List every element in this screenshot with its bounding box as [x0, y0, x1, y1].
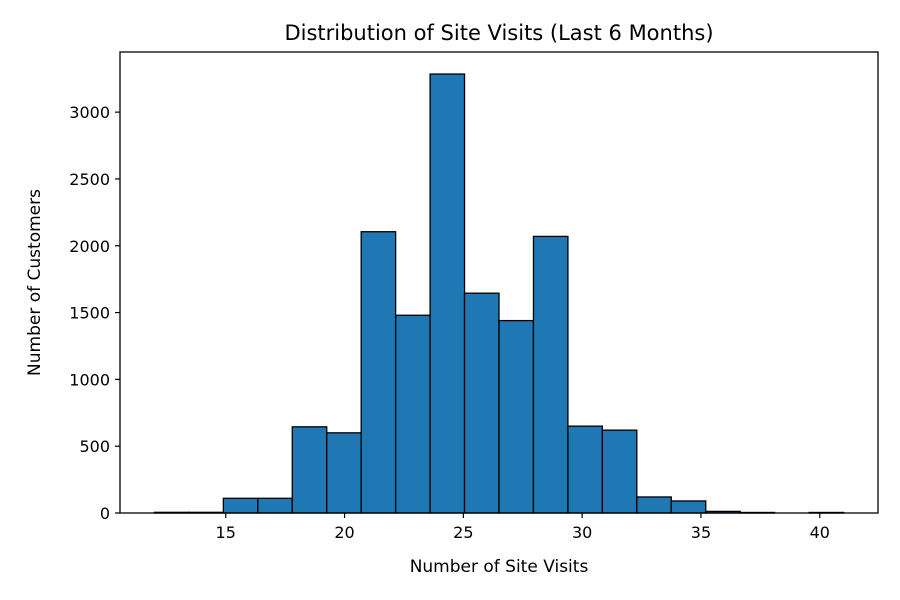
- histogram-bar-8: [429, 73, 466, 514]
- histogram-bar-12: [567, 425, 604, 514]
- x-tick-label-1: 20: [334, 523, 354, 542]
- bars-layer: [153, 73, 845, 514]
- x-tick-label-0: 15: [216, 523, 236, 542]
- x-tick-label-5: 40: [810, 523, 830, 542]
- y-tick-label-2: 1000: [69, 370, 110, 389]
- chart-title: Distribution of Site Visits (Last 6 Mont…: [284, 21, 713, 45]
- histogram-bar-4: [291, 426, 328, 514]
- y-ticks-layer: 0 500 1000 1500 2000 2500 3000: [69, 103, 120, 523]
- histogram-bar-7: [394, 314, 431, 514]
- y-axis-label: Number of Customers: [25, 189, 45, 376]
- y-tick-label-0: 0: [100, 504, 110, 523]
- histogram-bar-11: [532, 235, 569, 514]
- x-tick-label-2: 25: [453, 523, 473, 542]
- x-ticks-layer: 15 20 25 30 35 40: [216, 513, 830, 542]
- y-tick-label-5: 2500: [69, 170, 110, 189]
- histogram-bar-3: [257, 497, 293, 514]
- histogram-bar-2: [222, 497, 259, 514]
- y-tick-label-3: 1500: [69, 304, 110, 323]
- histogram-bar-14: [636, 496, 672, 514]
- x-tick-label-4: 35: [691, 523, 711, 542]
- histogram-bar-15: [670, 500, 707, 514]
- y-tick-label-4: 2000: [69, 237, 110, 256]
- histogram-bar-13: [601, 429, 638, 514]
- histogram-bar-6: [360, 231, 397, 514]
- histogram-bar-9: [463, 292, 500, 514]
- y-tick-label-1: 500: [79, 437, 110, 456]
- histogram-bar-5: [326, 432, 362, 514]
- x-axis-label: Number of Site Visits: [410, 557, 589, 577]
- x-tick-label-3: 30: [572, 523, 592, 542]
- histogram-bar-10: [498, 319, 535, 514]
- plot-frame: [119, 51, 879, 514]
- y-tick-label-6: 3000: [69, 103, 110, 122]
